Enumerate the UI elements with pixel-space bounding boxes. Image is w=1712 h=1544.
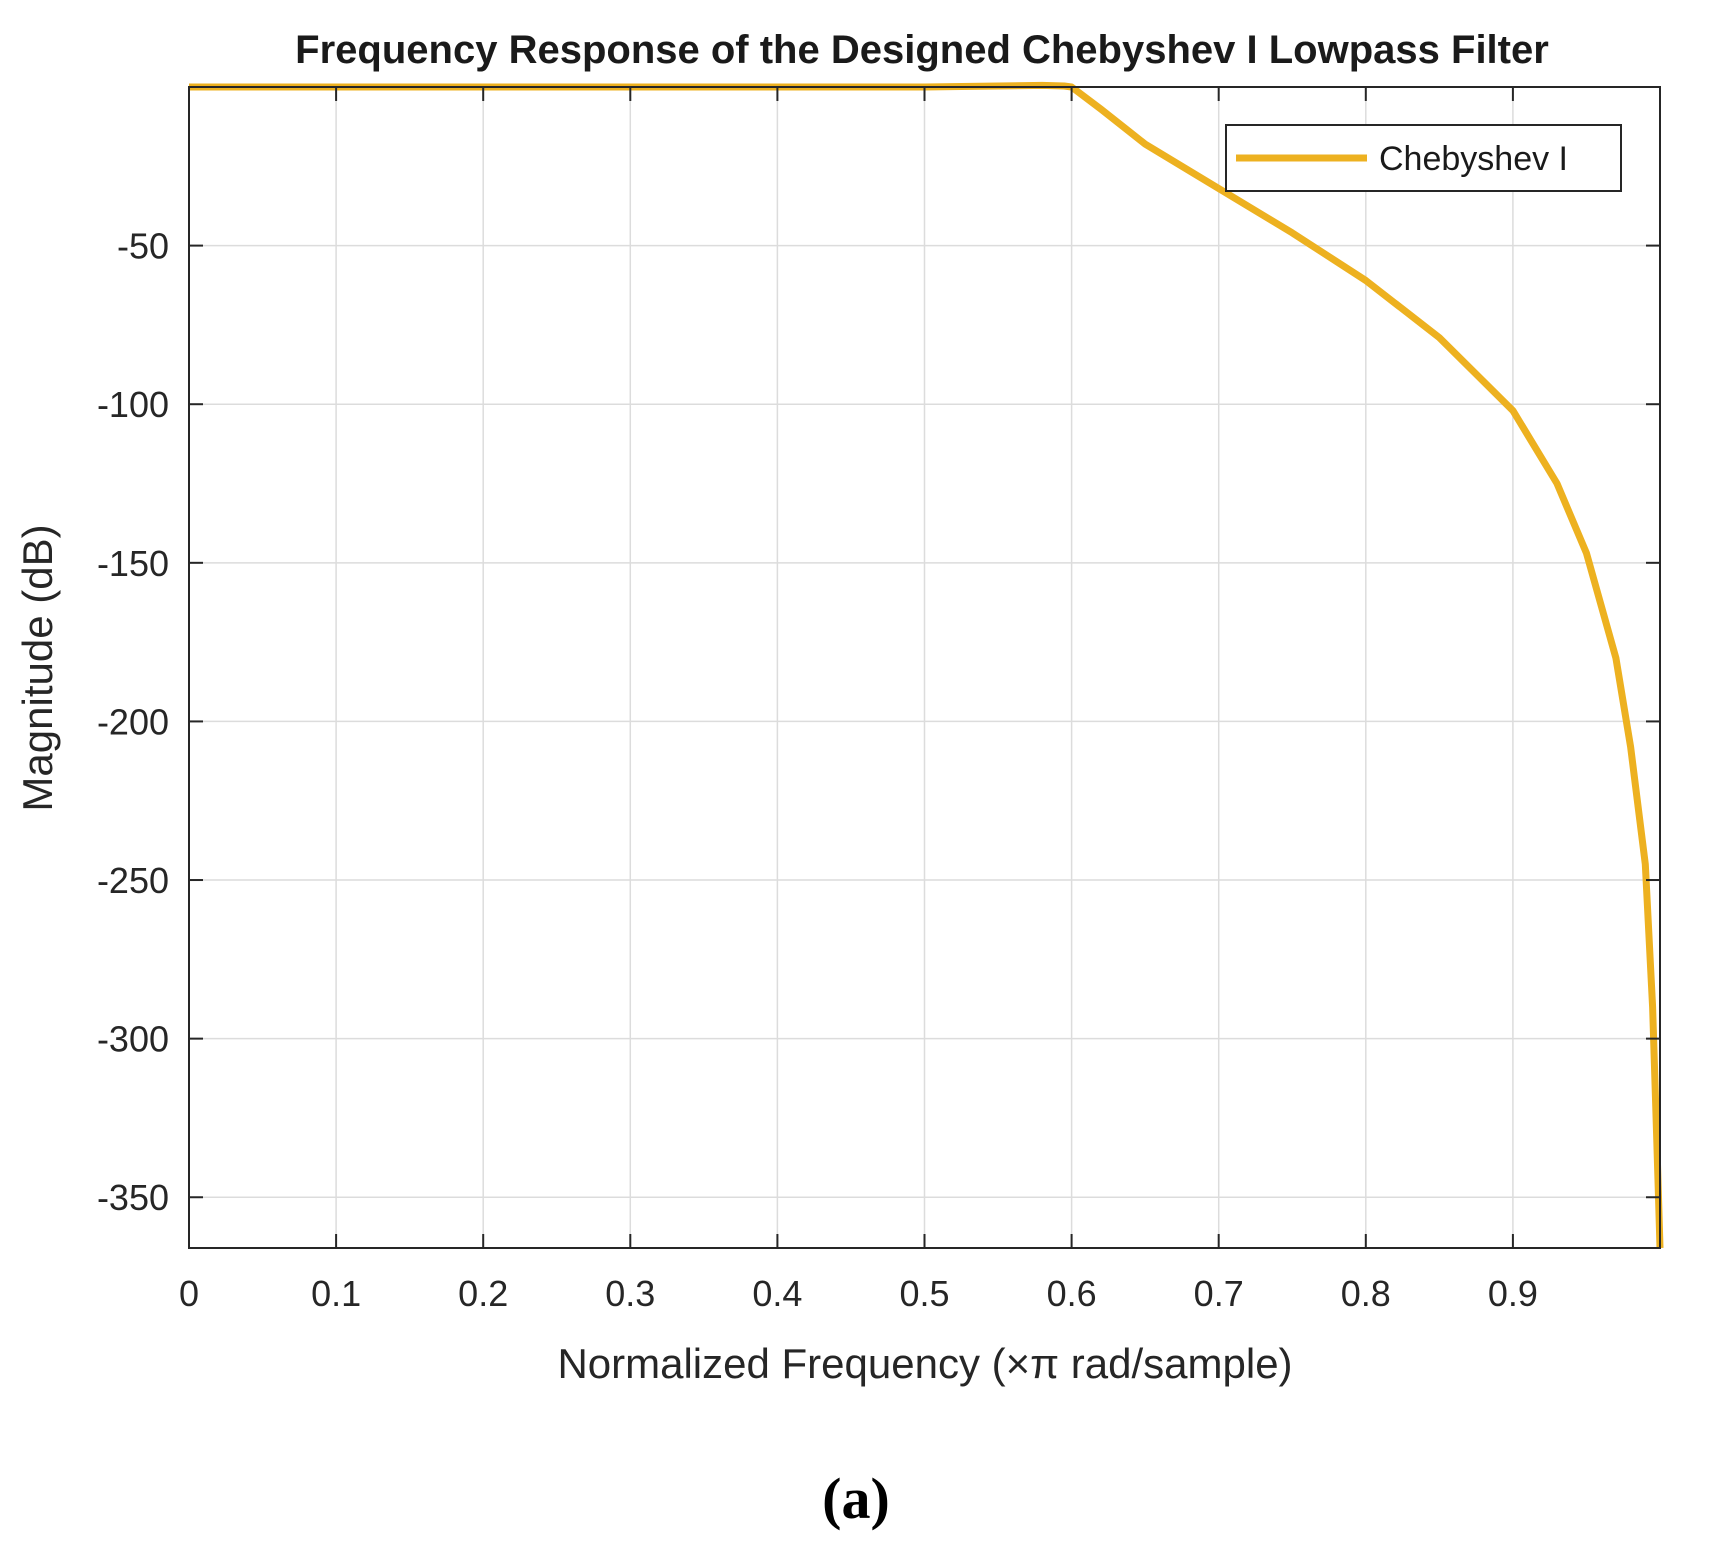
x-tick-label: 0.7	[1194, 1273, 1244, 1314]
figure-caption: (a)	[822, 1466, 890, 1531]
x-tick-label: 0.3	[605, 1273, 655, 1314]
x-tick-label: 0.8	[1341, 1273, 1391, 1314]
x-tick-label: 0.2	[458, 1273, 508, 1314]
grid-layer	[189, 87, 1660, 1248]
y-tick-label: -100	[97, 384, 169, 425]
legend: Chebyshev I	[1225, 124, 1622, 192]
y-tick-label: -250	[97, 860, 169, 901]
x-tick-label: 0.5	[899, 1273, 949, 1314]
y-tick-label: -200	[97, 701, 169, 742]
x-tick-label: 0.9	[1488, 1273, 1538, 1314]
chart-title: Frequency Response of the Designed Cheby…	[295, 28, 1549, 72]
y-tick-label: -300	[97, 1019, 169, 1060]
x-tick-label: 0.1	[311, 1273, 361, 1314]
x-tick-label: 0	[179, 1273, 199, 1314]
y-tick-label: -50	[117, 226, 169, 267]
y-tick-label: -350	[97, 1177, 169, 1218]
tick-layer: 0 0.1 0.2 0.3 0.4 0.5 0.6 0.7 0.8 0.9 -50 -100 -150 -…	[97, 87, 1660, 1314]
legend-label: Chebyshev I	[1379, 140, 1568, 178]
x-axis-label: Normalized Frequency (×π rad/sample)	[557, 1340, 1292, 1387]
x-tick-label: 0.6	[1047, 1273, 1097, 1314]
y-axis-label: Magnitude (dB)	[14, 524, 61, 811]
y-tick-label: -150	[97, 543, 169, 584]
x-tick-label: 0.4	[752, 1273, 802, 1314]
